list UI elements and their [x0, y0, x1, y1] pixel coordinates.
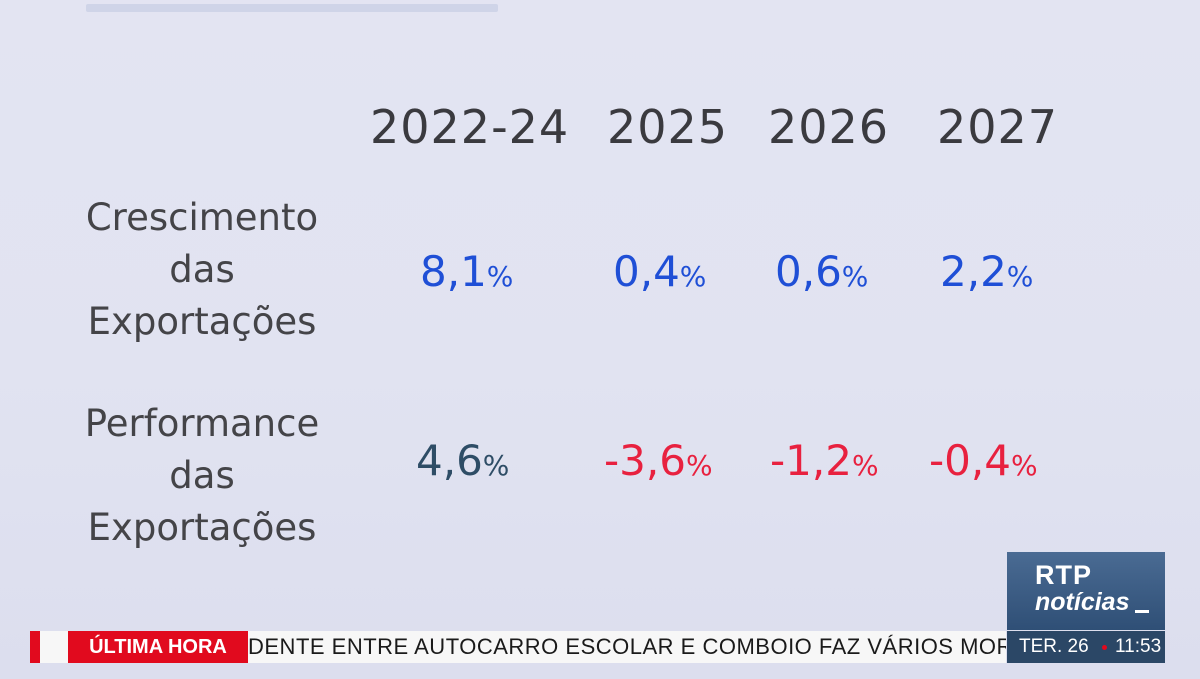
percent-sign: %	[685, 449, 713, 482]
row-label-line: Exportações	[87, 300, 317, 343]
percent-sign: %	[851, 449, 879, 482]
clock-separator-dot	[1102, 645, 1107, 650]
row-label-line: Exportações	[87, 506, 317, 549]
value-number: 8,1	[420, 247, 487, 296]
value-performance-2025: -3,6%	[604, 437, 713, 490]
row-label-line: Performance	[84, 402, 320, 445]
value-number: 2,2	[940, 247, 1007, 296]
value-crescimento-2026: 0,6%	[775, 248, 868, 301]
row-label-crescimento: Crescimento das Exportações	[72, 192, 332, 348]
logo-underscore	[1135, 610, 1149, 613]
clock-day: TER. 26	[1019, 636, 1089, 657]
value-crescimento-2022-24: 8,1%	[420, 248, 513, 301]
value-number: -0,4	[929, 436, 1011, 485]
row-label-line: das	[169, 248, 235, 291]
slide-top-bar	[86, 4, 498, 12]
column-header-2022-24: 2022-24	[370, 100, 570, 154]
column-header-2027: 2027	[937, 100, 1059, 154]
clock-time: 11:53	[1115, 636, 1162, 657]
ticker-headline: DENTE ENTRE AUTOCARRO ESCOLAR E COMBOIO …	[248, 634, 1006, 659]
logo-noticias-text: notícias	[1035, 588, 1130, 616]
logo-rtp-text: RTP	[1035, 560, 1092, 590]
percent-sign: %	[486, 260, 514, 293]
value-number: 4,6	[416, 436, 483, 485]
value-number: -3,6	[604, 436, 686, 485]
value-performance-2026: -1,2%	[770, 437, 879, 490]
value-number: -1,2	[770, 436, 852, 485]
value-performance-2027: -0,4%	[929, 437, 1038, 490]
row-label-performance: Performance das Exportações	[72, 398, 332, 554]
percent-sign: %	[679, 260, 707, 293]
percent-sign: %	[1010, 449, 1038, 482]
value-number: 0,6	[775, 247, 842, 296]
column-header-2025: 2025	[607, 100, 729, 154]
breaking-news-tag: ÚLTIMA HORA	[68, 631, 248, 663]
ticker-red-edge	[30, 631, 40, 663]
news-ticker: ÚLTIMA HORA DENTE ENTRE AUTOCARRO ESCOLA…	[30, 631, 1006, 663]
percent-sign: %	[1006, 260, 1034, 293]
value-crescimento-2025: 0,4%	[613, 248, 706, 301]
percent-sign: %	[841, 260, 869, 293]
column-header-2026: 2026	[768, 100, 890, 154]
row-label-line: Crescimento	[85, 196, 319, 239]
channel-logo: RTP notícias	[1007, 552, 1165, 630]
value-crescimento-2027: 2,2%	[940, 248, 1033, 301]
broadcast-clock: TER. 26 11:53	[1007, 631, 1165, 663]
percent-sign: %	[482, 449, 510, 482]
value-number: 0,4	[613, 247, 680, 296]
value-performance-2022-24: 4,6%	[416, 437, 509, 490]
row-label-line: das	[169, 454, 235, 497]
